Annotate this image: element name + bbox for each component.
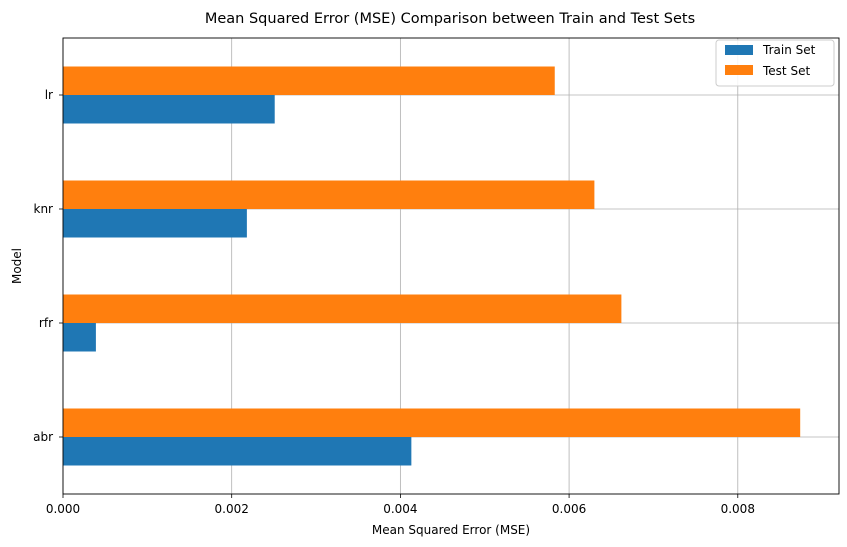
bars — [63, 66, 801, 466]
x-tick-label: 0.006 — [552, 502, 586, 516]
y-axis-label: Model — [10, 248, 24, 284]
legend-swatch-train — [725, 45, 753, 55]
x-tick-label: 0.004 — [383, 502, 417, 516]
chart-title: Mean Squared Error (MSE) Comparison betw… — [205, 11, 695, 27]
legend: Train Set Test Set — [715, 39, 835, 87]
x-axis-label: Mean Squared Error (MSE) — [372, 523, 530, 537]
legend-swatch-test — [725, 65, 753, 75]
x-tick-label: 0.008 — [721, 502, 755, 516]
bar-train-lr — [63, 95, 275, 124]
plot-frame — [62, 37, 840, 495]
legend-label-test: Test Set — [762, 64, 810, 78]
x-tick-label: 0.000 — [46, 502, 80, 516]
y-tick-label: lr — [45, 88, 53, 102]
y-tick-label: rfr — [39, 316, 53, 330]
y-tick-label: abr — [33, 430, 53, 444]
bar-train-abr — [63, 437, 412, 466]
x-axis-ticks: 0.000 0.002 0.004 0.006 0.008 — [46, 494, 755, 516]
bar-test-abr — [63, 408, 801, 437]
y-tick-label: knr — [34, 202, 54, 216]
bar-test-knr — [63, 180, 595, 209]
bar-test-lr — [63, 66, 555, 95]
legend-label-train: Train Set — [762, 43, 816, 57]
y-axis-ticks: lr knr rfr abr — [33, 88, 63, 444]
bar-train-rfr — [63, 323, 96, 352]
bar-test-rfr — [63, 294, 622, 323]
x-tick-label: 0.002 — [215, 502, 249, 516]
bar-train-knr — [63, 209, 247, 238]
